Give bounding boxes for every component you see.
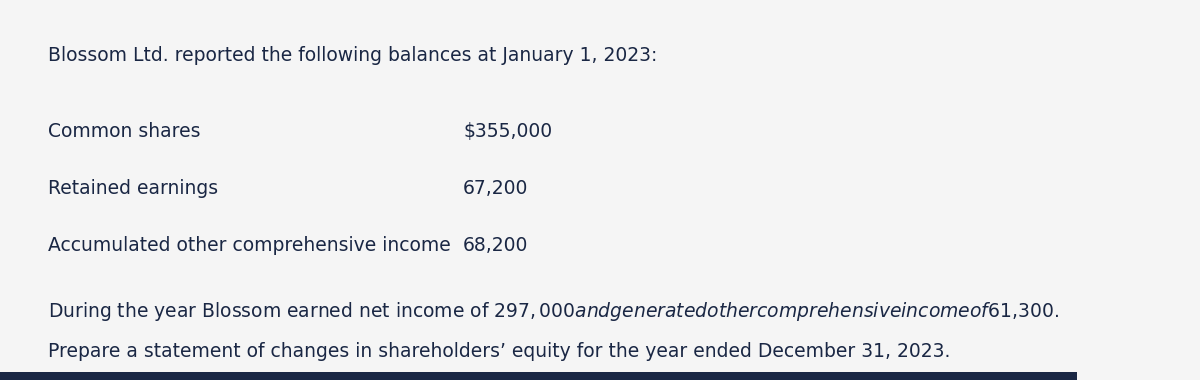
- Text: Prepare a statement of changes in shareholders’ equity for the year ended Decemb: Prepare a statement of changes in shareh…: [48, 342, 950, 361]
- Text: $355,000: $355,000: [463, 122, 552, 141]
- Text: Blossom Ltd. reported the following balances at January 1, 2023:: Blossom Ltd. reported the following bala…: [48, 46, 658, 65]
- FancyBboxPatch shape: [0, 372, 1078, 380]
- Text: Common shares: Common shares: [48, 122, 200, 141]
- Text: Accumulated other comprehensive income: Accumulated other comprehensive income: [48, 236, 451, 255]
- Text: Retained earnings: Retained earnings: [48, 179, 218, 198]
- Text: 68,200: 68,200: [463, 236, 528, 255]
- Text: 67,200: 67,200: [463, 179, 528, 198]
- Text: During the year Blossom earned net income of $297,000 and generated other compre: During the year Blossom earned net incom…: [48, 300, 1060, 323]
